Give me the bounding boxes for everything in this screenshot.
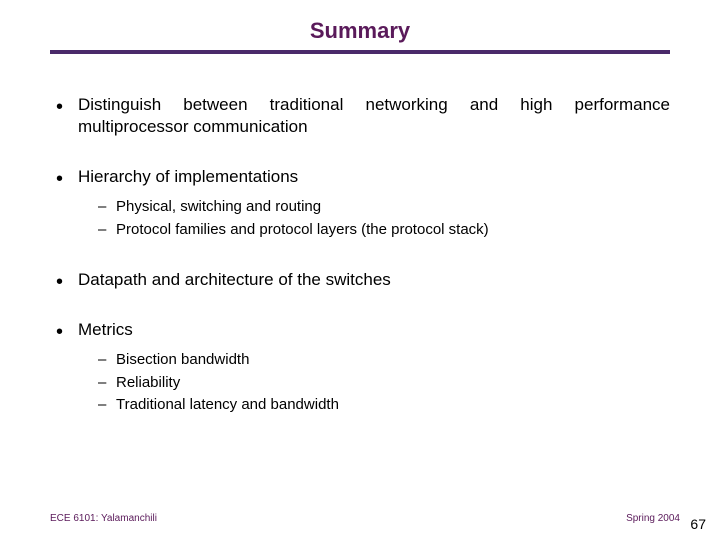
slide-title: Summary [50,18,670,44]
slide: Summary Distinguish between traditional … [0,0,720,540]
footer-left: ECE 6101: Yalamanchili [50,513,157,524]
sub-item: Bisection bandwidth [98,349,670,372]
sub-list: Physical, switching and routing Protocol… [78,196,670,241]
slide-content: Distinguish between traditional networki… [50,94,670,417]
bullet-text: Distinguish between traditional networki… [78,94,670,138]
bullet-text: Datapath and architecture of the switche… [78,269,670,291]
sub-item: Traditional latency and bandwidth [98,394,670,417]
sub-item: Protocol families and protocol layers (t… [98,219,670,242]
list-item: Distinguish between traditional networki… [50,94,670,138]
title-underline [50,50,670,54]
sub-item: Physical, switching and routing [98,196,670,219]
bullet-text: Hierarchy of implementations [78,166,670,188]
sub-item: Reliability [98,372,670,395]
sub-list: Bisection bandwidth Reliability Traditio… [78,349,670,417]
list-item: Datapath and architecture of the switche… [50,269,670,291]
bullet-text: Metrics [78,319,670,341]
list-item: Metrics Bisection bandwidth Reliability … [50,319,670,417]
page-number: 67 [690,516,706,532]
list-item: Hierarchy of implementations Physical, s… [50,166,670,241]
bullet-list: Distinguish between traditional networki… [50,94,670,417]
footer-right: Spring 2004 [626,513,680,524]
